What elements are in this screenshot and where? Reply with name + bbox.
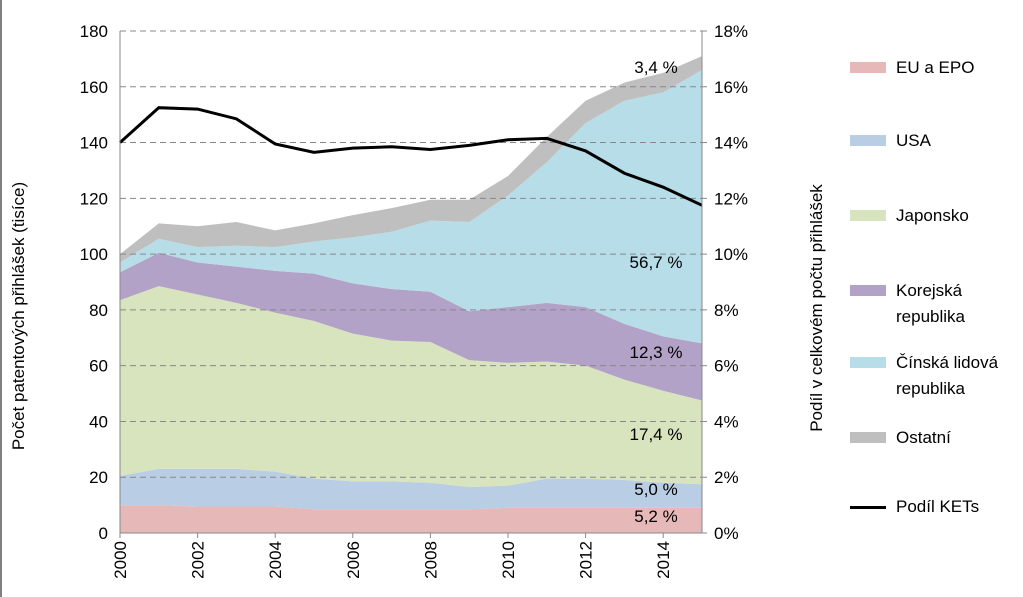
area <box>120 70 702 344</box>
legend-swatch <box>850 285 886 296</box>
legend-entry: Ostatní <box>850 425 1021 451</box>
x-tick-label: 2014 <box>654 541 673 579</box>
area-label: 3,4 % <box>634 58 677 77</box>
legend-swatch <box>850 506 886 509</box>
area <box>120 286 702 487</box>
legend-swatch <box>850 62 886 73</box>
y2-tick-label: 16% <box>714 78 748 97</box>
y-tick-label: 20 <box>89 468 108 487</box>
legend-entry: Čínská lidová republika <box>850 350 1021 402</box>
y-tick-label: 80 <box>89 301 108 320</box>
y2-axis-title: Podíl v celkovém počtu přihlášek <box>807 184 826 432</box>
y2-tick-label: 0% <box>714 524 739 543</box>
area-label: 5,2 % <box>634 507 677 526</box>
y2-tick-label: 14% <box>714 134 748 153</box>
area <box>120 252 702 401</box>
y2-tick-label: 18% <box>714 22 748 41</box>
y2-tick-label: 8% <box>714 301 739 320</box>
area-label: 12,3 % <box>630 343 683 362</box>
y-tick-label: 0 <box>99 524 108 543</box>
y-tick-label: 180 <box>80 22 108 41</box>
legend-label: Japonsko <box>896 206 969 225</box>
legend-swatch <box>850 135 886 146</box>
legend-label: Korejská republika <box>896 281 965 326</box>
area-label: 56,7 % <box>630 253 683 272</box>
x-tick-label: 2012 <box>577 541 596 579</box>
legend-label: Čínská lidová republika <box>896 353 999 398</box>
legend-entry: Podíl KETs <box>850 494 1021 520</box>
x-tick-label: 2010 <box>499 541 518 579</box>
y-tick-label: 160 <box>80 78 108 97</box>
x-tick-label: 2006 <box>344 541 363 579</box>
legend-entry: USA <box>850 128 1021 154</box>
y2-tick-label: 12% <box>714 189 748 208</box>
legend-swatch <box>850 210 886 221</box>
y2-tick-label: 2% <box>714 468 739 487</box>
legend-entry: Japonsko <box>850 203 1021 229</box>
legend-label: EU a EPO <box>896 58 975 77</box>
legend-label: USA <box>896 131 931 150</box>
legend-swatch <box>850 357 886 368</box>
x-tick-label: 2002 <box>189 541 208 579</box>
grid <box>120 30 702 478</box>
area-label: 17,4 % <box>630 425 683 444</box>
x-tick-label: 2004 <box>266 541 285 579</box>
area-label: 5,0 % <box>634 480 677 499</box>
area <box>120 56 702 263</box>
y-axis-title: Počet patentových přihlášek (tisíce) <box>9 182 28 450</box>
y-tick-label: 140 <box>80 134 108 153</box>
y2-tick-label: 10% <box>714 245 748 264</box>
legend-label: Ostatní <box>896 428 951 447</box>
y-tick-label: 60 <box>89 357 108 376</box>
line <box>118 106 703 207</box>
area <box>120 468 702 510</box>
y-tick-label: 40 <box>89 412 108 431</box>
x-tick-label: 2000 <box>111 541 130 579</box>
y-tick-label: 100 <box>80 245 108 264</box>
y2-tick-label: 4% <box>714 412 739 431</box>
y-tick-label: 120 <box>80 189 108 208</box>
x-tick-label: 2008 <box>421 541 440 579</box>
legend-swatch <box>850 432 886 443</box>
y2-tick-label: 6% <box>714 357 739 376</box>
legend-label: Podíl KETs <box>896 497 980 516</box>
legend-entry: EU a EPO <box>850 55 1021 81</box>
legend-entry: Korejská republika <box>850 278 1021 330</box>
area <box>120 505 702 533</box>
